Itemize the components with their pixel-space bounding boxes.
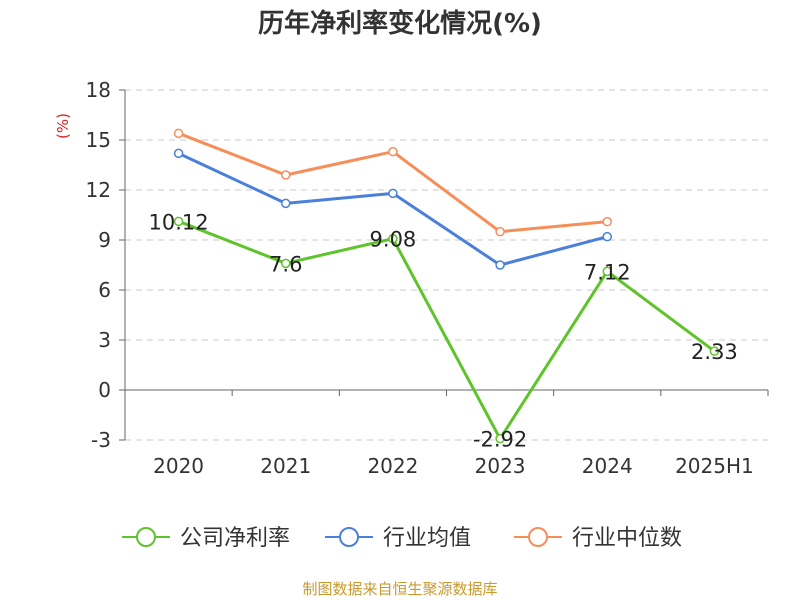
data-labels: 10.12 7.6 9.08 -2.92 7.12 2.33 (149, 210, 738, 451)
legend: 公司净利率 行业均值 行业中位数 (122, 526, 682, 551)
y-axis-label: (%) (54, 113, 72, 139)
legend-item: 公司净利率 (122, 526, 290, 551)
legend-label: 公司净利率 (180, 526, 290, 551)
grid-lines (125, 89, 768, 441)
legend-marker (136, 527, 156, 547)
y-tick-label: 9 (98, 228, 111, 252)
data-point (281, 198, 291, 209)
data-point (173, 216, 184, 227)
y-tick-label: -3 (91, 428, 111, 452)
legend-item: 行业均值 (325, 526, 471, 551)
data-point (602, 231, 612, 242)
data-label: 9.08 (370, 228, 417, 252)
y-tick-label: 6 (98, 278, 111, 302)
series-lines (173, 128, 720, 444)
y-tick-label: 3 (98, 328, 111, 352)
x-tick-label: 2021 (260, 454, 311, 478)
series-0 (173, 216, 720, 444)
data-point (281, 258, 291, 269)
x-tick-label: 2024 (582, 454, 633, 478)
series-2 (173, 128, 612, 237)
x-tick-label: 2023 (475, 454, 526, 478)
y-tick-label: 12 (86, 178, 111, 202)
legend-marker (339, 527, 359, 547)
data-point (709, 346, 720, 356)
footer-source: 制图数据来自恒生聚源数据库 (302, 580, 498, 598)
data-label: 7.6 (269, 252, 302, 276)
legend-marker (528, 527, 548, 547)
axes: -3 0 3 6 9 12 15 18 2020 2021 2022 2023 2024 2025H1 (86, 78, 769, 478)
y-tick-label: 18 (86, 78, 111, 102)
data-point (388, 233, 398, 244)
data-point (173, 148, 184, 159)
y-tick-label: 0 (98, 378, 111, 402)
legend-label: 行业中位数 (572, 526, 682, 551)
data-label: 2.33 (691, 340, 738, 364)
x-tick-label: 2025H1 (675, 454, 754, 478)
data-point (495, 226, 505, 237)
legend-label: 行业均值 (383, 526, 471, 551)
data-label: 10.12 (149, 210, 209, 234)
data-point (495, 260, 505, 270)
x-tick-label: 2022 (367, 454, 418, 478)
y-tick-label: 15 (86, 128, 111, 152)
data-point (602, 216, 612, 227)
data-label: -2.92 (473, 428, 527, 452)
data-label: 7.12 (584, 260, 631, 284)
data-point (173, 128, 184, 139)
data-point (388, 146, 398, 157)
series-line (178, 219, 716, 441)
chart-title: 历年净利率变化情况(%) (258, 9, 542, 39)
data-point (495, 433, 505, 444)
data-point (388, 188, 398, 199)
legend-item: 行业中位数 (514, 526, 682, 551)
x-tick-label: 2020 (153, 454, 204, 478)
data-point (281, 170, 291, 180)
series-1 (173, 148, 612, 270)
data-point (602, 266, 612, 277)
